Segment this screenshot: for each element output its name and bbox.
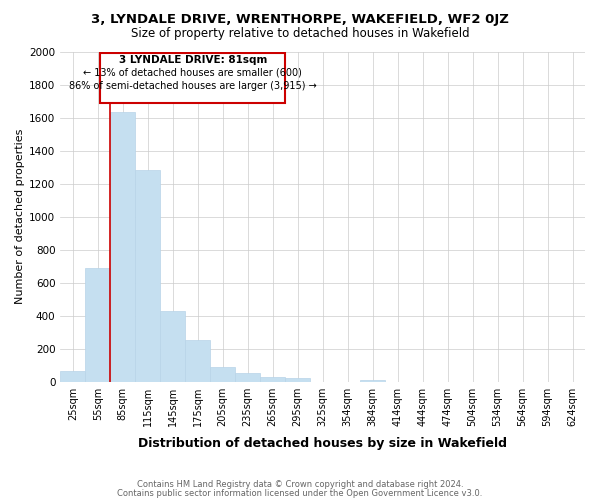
Bar <box>85 268 110 382</box>
Bar <box>210 367 235 382</box>
Text: 3 LYNDALE DRIVE: 81sqm: 3 LYNDALE DRIVE: 81sqm <box>119 55 267 65</box>
X-axis label: Distribution of detached houses by size in Wakefield: Distribution of detached houses by size … <box>138 437 507 450</box>
Bar <box>60 371 85 382</box>
Y-axis label: Number of detached properties: Number of detached properties <box>15 129 25 304</box>
Bar <box>360 380 385 382</box>
Bar <box>260 376 285 382</box>
Text: Contains public sector information licensed under the Open Government Licence v3: Contains public sector information licen… <box>118 488 482 498</box>
Text: 86% of semi-detached houses are larger (3,915) →: 86% of semi-detached houses are larger (… <box>69 81 317 91</box>
Text: ← 13% of detached houses are smaller (600): ← 13% of detached houses are smaller (60… <box>83 68 302 78</box>
Bar <box>185 340 210 382</box>
Bar <box>285 378 310 382</box>
Bar <box>100 53 285 102</box>
Text: 3, LYNDALE DRIVE, WRENTHORPE, WAKEFIELD, WF2 0JZ: 3, LYNDALE DRIVE, WRENTHORPE, WAKEFIELD,… <box>91 12 509 26</box>
Bar <box>160 310 185 382</box>
Bar <box>135 170 160 382</box>
Text: Contains HM Land Registry data © Crown copyright and database right 2024.: Contains HM Land Registry data © Crown c… <box>137 480 463 489</box>
Bar <box>235 373 260 382</box>
Bar <box>110 112 135 382</box>
Text: Size of property relative to detached houses in Wakefield: Size of property relative to detached ho… <box>131 28 469 40</box>
